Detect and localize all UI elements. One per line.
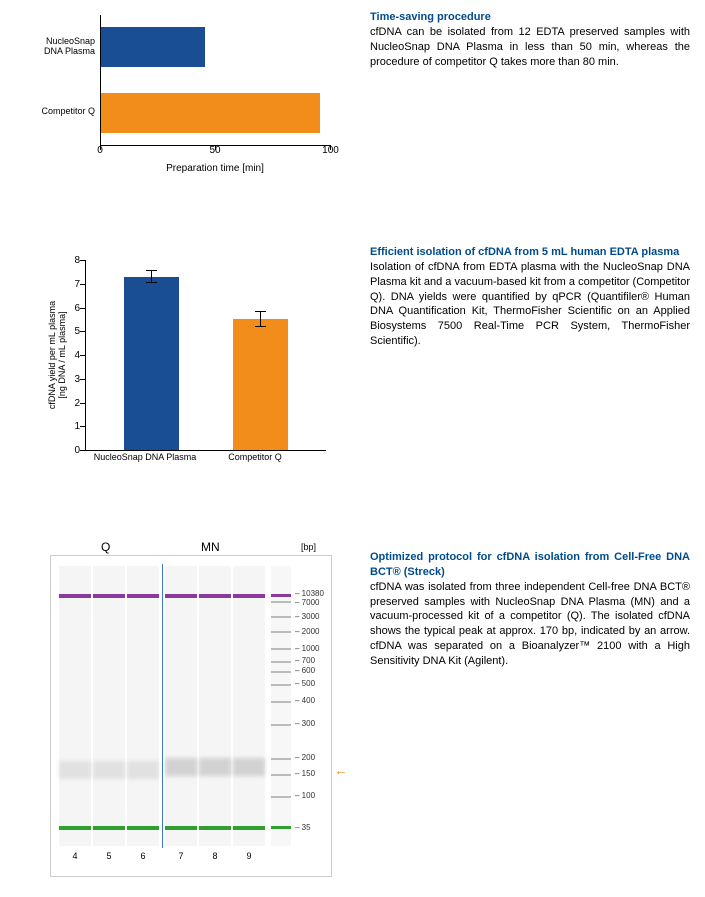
gel-scale-unit: [bp] bbox=[301, 542, 316, 552]
vbar-plot-area bbox=[85, 260, 326, 451]
gel-lane-number: 7 bbox=[165, 851, 197, 861]
hbar-xtick: 50 bbox=[205, 145, 225, 156]
gel-lane-number: 6 bbox=[127, 851, 159, 861]
hbar-category-label: NucleoSnap DNA Plasma bbox=[30, 37, 95, 57]
gel-lane-number: 8 bbox=[199, 851, 231, 861]
vbar-category-label: NucleoSnap DNA Plasma bbox=[85, 452, 205, 462]
section-title: Efficient isolation of cfDNA from 5 mL h… bbox=[370, 246, 679, 258]
section-efficient-isolation: cfDNA yield per mL plasma[ng DNA / mL pl… bbox=[10, 245, 695, 490]
gel-group-label-mn: MN bbox=[201, 540, 220, 554]
gel-lane bbox=[233, 566, 265, 846]
hbar-xaxis-title: Preparation time [min] bbox=[100, 163, 330, 174]
section-title: Time-saving procedure bbox=[370, 11, 491, 23]
gel-group-label-q: Q bbox=[101, 540, 110, 554]
section-title: Optimized protocol for cfDNA isolation f… bbox=[370, 551, 690, 578]
vbar-bar-competitor-q bbox=[233, 319, 288, 450]
gel-lane bbox=[127, 566, 159, 846]
hbar-category-label: Competitor Q bbox=[30, 107, 95, 117]
gel-lane bbox=[165, 566, 197, 846]
gel-image: Q MN [bp] bbox=[10, 550, 350, 877]
section-optimized-protocol: Q MN [bp] bbox=[10, 550, 695, 877]
hbar-xtick: 100 bbox=[318, 145, 343, 156]
gel-lane bbox=[59, 566, 91, 846]
gel-divider bbox=[162, 564, 163, 848]
hbar-xtick: 0 bbox=[90, 145, 110, 156]
chart-preparation-time: NucleoSnap DNA Plasma Competitor Q 0 50 … bbox=[10, 10, 350, 185]
chart-cfdna-yield: cfDNA yield per mL plasma[ng DNA / mL pl… bbox=[10, 245, 350, 490]
section-body: cfDNA can be isolated from 12 EDTA prese… bbox=[370, 25, 690, 70]
section-time-saving: NucleoSnap DNA Plasma Competitor Q 0 50 … bbox=[10, 10, 695, 185]
gel-lane bbox=[199, 566, 231, 846]
gel-lane-number: 9 bbox=[233, 851, 265, 861]
section-body: Isolation of cfDNA from EDTA plasma with… bbox=[370, 260, 690, 349]
hbar-bar-competitor-q bbox=[101, 93, 320, 133]
vbar-bar-nucleosnap bbox=[124, 277, 179, 450]
gel-lane-number: 4 bbox=[59, 851, 91, 861]
gel-lane bbox=[93, 566, 125, 846]
gel-ladder bbox=[271, 566, 291, 846]
vbar-category-label: Competitor Q bbox=[205, 452, 305, 462]
gel-lane-number: 5 bbox=[93, 851, 125, 861]
hbar-bar-nucleosnap bbox=[101, 27, 205, 67]
section-body: cfDNA was isolated from three independen… bbox=[370, 580, 690, 669]
arrow-icon: ← bbox=[334, 762, 348, 778]
hbar-plot-area bbox=[100, 15, 331, 146]
